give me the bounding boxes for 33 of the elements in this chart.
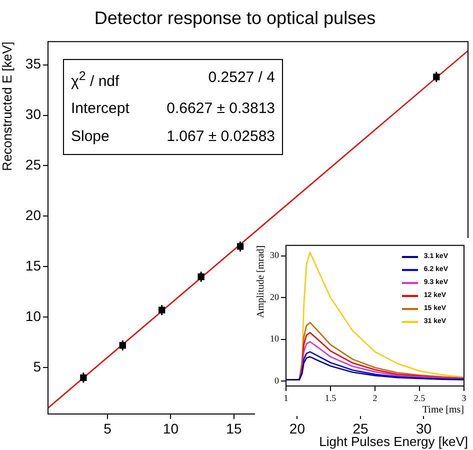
x-tick-label: 1.5 [324, 392, 337, 403]
x-tick-label: 2 [372, 392, 378, 403]
x-tick-label: 1 [284, 392, 288, 403]
y-axis-title: Reconstructed E [keV] [0, 42, 14, 171]
annotation: Slope [71, 128, 110, 145]
x-tick-label: 2.5 [414, 392, 426, 403]
annotation: 0.2527 / 4 [208, 69, 275, 88]
x-tick-label: 3 [462, 392, 467, 403]
y-axis-title: Amplitude [mrad] [256, 245, 267, 318]
x-axis-title: Light Pulses Energy [keV] [319, 434, 468, 449]
annotation: 0.6627 ± 0.3813 [166, 100, 275, 118]
x-axis-title: Time [ms] [422, 404, 464, 416]
y-tick-label: 5 [33, 358, 42, 374]
x-tick-label: 15 [226, 420, 242, 436]
y-tick-label: 30 [25, 106, 42, 122]
y-tick-label: 35 [25, 56, 42, 72]
y-tick-label: 10 [25, 308, 42, 324]
y-tick-label: 20 [25, 207, 42, 224]
y-tick-label: 0 [274, 375, 280, 386]
x-tick-label: 30 [416, 420, 432, 436]
y-tick-label: 20 [270, 292, 280, 302]
y-tick-label: 25 [25, 156, 42, 173]
x-tick-label: 5 [104, 420, 112, 436]
y-tick-label: 30 [270, 250, 280, 260]
x-tick-label: 25 [352, 420, 368, 436]
annotation: 1.067 ± 0.02583 [166, 128, 275, 145]
y-tick-label: 10 [270, 334, 280, 344]
y-tick-label: 15 [25, 258, 42, 274]
x-tick-label: 10 [162, 420, 179, 436]
x-tick-label: 20 [289, 420, 306, 436]
chart-title: Detector response to optical pulses [94, 8, 376, 28]
annotation: Intercept [71, 100, 130, 118]
annotation: χ$^{2}$ / ndf [71, 69, 120, 90]
